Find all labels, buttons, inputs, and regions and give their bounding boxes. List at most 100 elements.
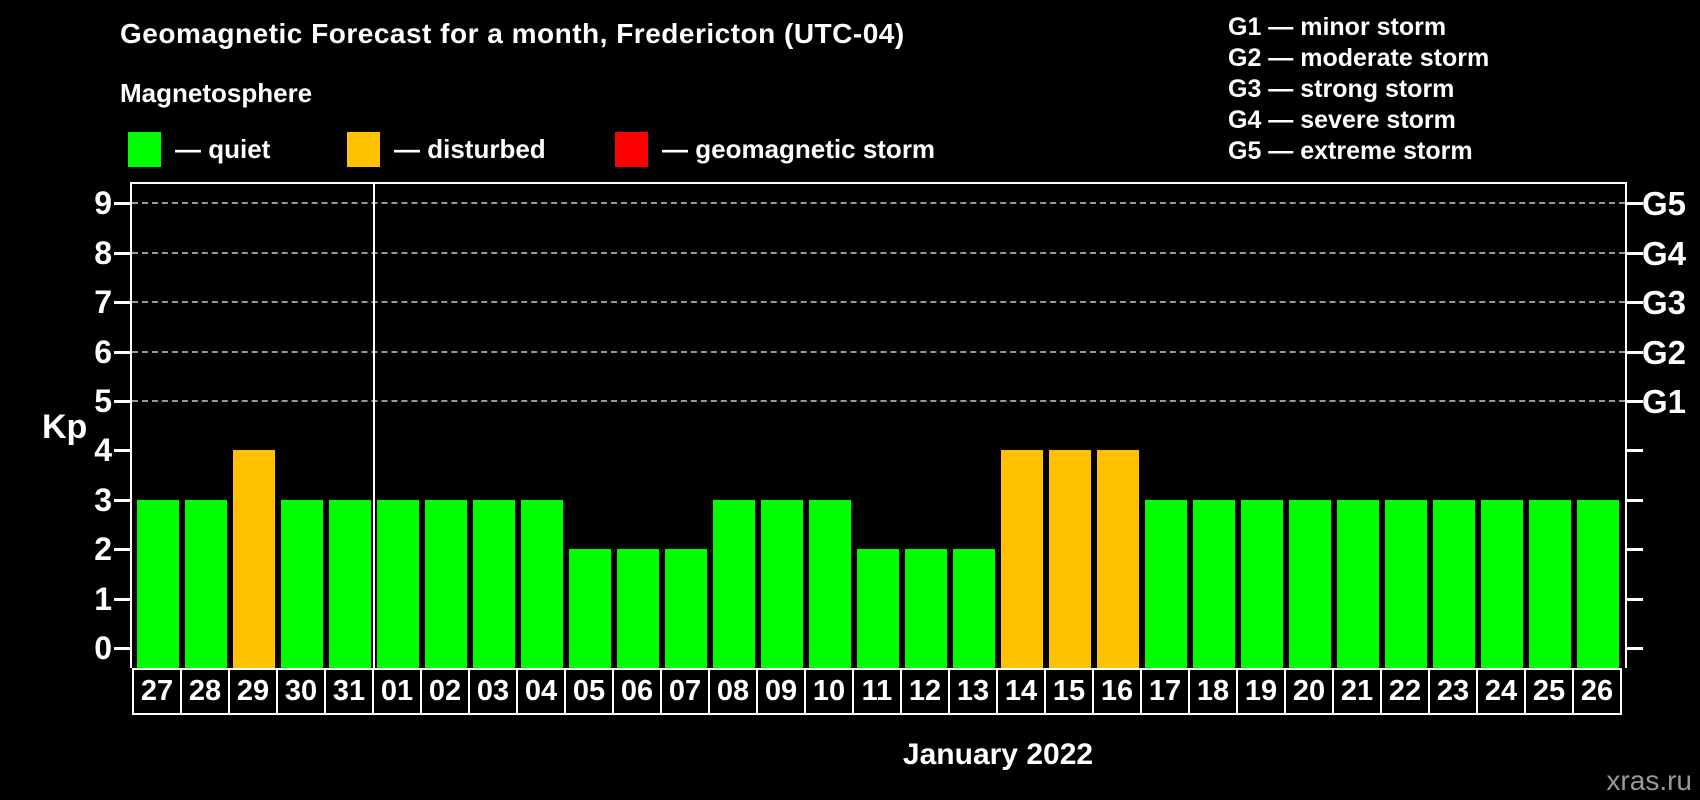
legend-label-storm: — geomagnetic storm [662, 133, 936, 164]
right-tick-4 [1627, 449, 1643, 453]
y-tick-7 [114, 301, 130, 305]
bar-day-28 [185, 499, 227, 668]
y-tick-9 [114, 202, 130, 206]
y-tick-label-3: 3 [94, 481, 112, 518]
g5-legend-row: G5 — extreme storm [1228, 137, 1473, 165]
day-label-box: 23 [1428, 668, 1478, 715]
g4-legend-row: G4 — severe storm [1228, 106, 1456, 134]
day-label-box: 21 [1332, 668, 1382, 715]
bar-day-16 [1097, 450, 1139, 668]
legend-item-quiet: — quiet [128, 131, 270, 167]
storm-swatch-icon [615, 131, 648, 167]
bar-day-01 [377, 499, 419, 668]
gridline-kp5 [132, 400, 1625, 402]
day-label-box: 10 [804, 668, 854, 715]
day-label-box: 24 [1476, 668, 1526, 715]
y-tick-1 [114, 597, 130, 601]
day-label-box: 01 [372, 668, 422, 715]
day-label-box: 06 [612, 668, 662, 715]
day-label-box: 30 [276, 668, 326, 715]
top-frame-line [130, 182, 1627, 184]
day-label-box: 16 [1092, 668, 1142, 715]
day-label-box: 26 [1572, 668, 1622, 715]
y-tick-3 [114, 498, 130, 502]
day-label-box: 12 [900, 668, 950, 715]
bar-day-06 [617, 549, 659, 668]
y-tick-2 [114, 548, 130, 552]
right-tick-0 [1627, 647, 1643, 650]
right-tick-5 [1627, 400, 1643, 403]
right-tick-6 [1627, 350, 1643, 354]
day-label-box: 08 [708, 668, 758, 715]
bar-day-07 [665, 549, 707, 668]
g1-legend-row: G1 — minor storm [1228, 13, 1447, 41]
g-scale-legend: G1 — minor storm G2 — moderate storm G3 … [1228, 12, 1489, 167]
day-label-box: 02 [420, 668, 470, 715]
day-label-box: 27 [132, 668, 182, 715]
bar-day-29 [233, 450, 275, 668]
g2-legend-row: G2 — moderate storm [1228, 44, 1490, 72]
bar-day-21 [1337, 499, 1379, 668]
day-label-box: 03 [468, 668, 518, 715]
bar-day-24 [1481, 499, 1523, 668]
y-tick-label-4: 4 [94, 432, 112, 469]
bar-day-12 [905, 549, 947, 668]
day-label-box: 14 [996, 668, 1046, 715]
day-label-box: 31 [324, 668, 374, 715]
bar-day-13 [953, 549, 995, 668]
y-tick-8 [114, 251, 130, 255]
bar-day-31 [329, 499, 371, 668]
bar-day-10 [809, 499, 851, 668]
y-tick-label-0: 0 [94, 630, 112, 666]
y-tick-label-5: 5 [94, 383, 112, 419]
g-axis-label-g2: G2 [1642, 333, 1687, 371]
legend-item-storm: — geomagnetic storm [615, 131, 935, 167]
right-tick-9 [1627, 202, 1643, 206]
day-label-box: 13 [948, 668, 998, 715]
bar-day-03 [473, 499, 515, 668]
month-separator-line [373, 184, 375, 668]
day-label-box: 17 [1140, 668, 1190, 715]
bar-day-02 [425, 499, 467, 668]
bar-day-17 [1145, 499, 1187, 668]
day-label-box: 09 [756, 668, 806, 715]
bar-day-08 [713, 499, 755, 668]
right-tick-1 [1627, 597, 1643, 601]
bar-day-11 [857, 549, 899, 668]
day-label-box: 25 [1524, 668, 1574, 715]
magnetosphere-label: Magnetosphere [120, 78, 313, 108]
y-tick-label-8: 8 [94, 234, 112, 271]
bar-day-15 [1049, 450, 1091, 668]
g-axis-label-g1: G1 [1642, 383, 1687, 420]
x-axis-title: January 2022 [902, 738, 1094, 771]
legend-item-disturbed: — disturbed [347, 131, 546, 167]
gridline-kp6 [132, 350, 1625, 353]
day-label-box: 20 [1284, 668, 1334, 715]
y-tick-label-7: 7 [94, 284, 112, 321]
bar-day-19 [1241, 499, 1283, 668]
legend-label-disturbed: — disturbed [394, 133, 546, 164]
bar-day-23 [1433, 499, 1475, 668]
quiet-swatch-icon [128, 131, 161, 167]
bar-day-04 [521, 499, 563, 668]
g3-legend-row: G3 — strong storm [1228, 75, 1455, 103]
right-tick-7 [1627, 301, 1643, 305]
day-label-box: 07 [660, 668, 710, 715]
day-label-box: 18 [1188, 668, 1238, 715]
y-tick-label-9: 9 [94, 185, 112, 222]
day-label-box: 28 [180, 668, 230, 715]
day-label-box: 05 [564, 668, 614, 715]
g-axis-label-g4: G4 [1642, 234, 1687, 272]
g-axis-label-g5: G5 [1642, 185, 1687, 223]
bar-day-22 [1385, 499, 1427, 668]
gridline-kp7 [132, 301, 1625, 304]
y-tick-6 [114, 350, 130, 354]
day-label-box: 04 [516, 668, 566, 715]
bar-day-14 [1001, 450, 1043, 668]
right-axis-line [1625, 182, 1627, 668]
bar-day-30 [281, 499, 323, 668]
legend-label-quiet: — quiet [175, 133, 271, 164]
gridline-kp9 [132, 202, 1625, 205]
